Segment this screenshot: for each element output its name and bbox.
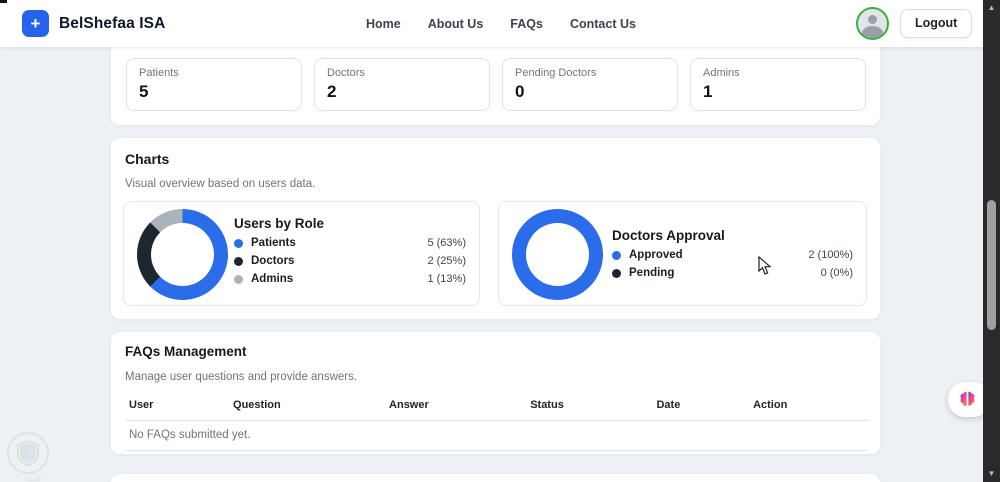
stat-value: 5 xyxy=(139,82,149,101)
users-by-role-donut-chart xyxy=(137,209,228,300)
scroll-up-icon[interactable]: ▲ xyxy=(987,3,996,12)
next-section-panel xyxy=(110,473,881,482)
browser-corner-artifact xyxy=(0,0,7,3)
legend-value: 5 (63%) xyxy=(427,237,466,249)
nav-link-faqs[interactable]: FAQs xyxy=(510,16,543,31)
stat-card-pending-doctors: Pending Doctors 0 xyxy=(502,58,678,111)
faqs-panel: FAQs Management Manage user questions an… xyxy=(110,331,881,455)
legend-row-admins: Admins 1 (13%) xyxy=(234,273,466,285)
shield-icon xyxy=(7,432,49,474)
legend-label: Admins xyxy=(251,273,294,285)
stats-panel: Patients 5 Doctors 2 Pending Doctors 0 A… xyxy=(110,38,881,126)
charts-subtitle: Visual overview based on users data. xyxy=(125,178,316,190)
stat-label: Patients xyxy=(139,67,179,79)
nav-links: Home About Us FAQs Contact Us xyxy=(366,0,636,47)
plus-logo-icon: + xyxy=(22,10,49,37)
stat-value: 0 xyxy=(515,82,525,101)
top-navbar: + BelShefaa ISA Home About Us FAQs Conta… xyxy=(0,0,983,47)
doctors-dot-icon xyxy=(234,256,243,266)
brand-title: BelShefaa ISA xyxy=(59,14,166,32)
user-avatar[interactable] xyxy=(856,7,889,40)
avatar-person-icon xyxy=(868,15,877,24)
avatar-person-icon-body xyxy=(862,26,883,38)
nav-link-home[interactable]: Home xyxy=(366,16,401,31)
nav-link-about[interactable]: About Us xyxy=(427,16,484,31)
stat-card-doctors: Doctors 2 xyxy=(314,58,490,111)
legend-label: Approved xyxy=(629,249,683,261)
plus-glyph: + xyxy=(30,14,41,33)
patients-dot-icon xyxy=(234,238,243,248)
stat-label: Pending Doctors xyxy=(515,67,597,79)
approved-dot-icon xyxy=(612,250,621,260)
brain-icon xyxy=(960,391,975,407)
nav-link-contact[interactable]: Contact Us xyxy=(569,16,636,31)
pending-dot-icon xyxy=(612,268,621,278)
stat-card-admins: Admins 1 xyxy=(690,58,866,111)
faqs-empty-message: No FAQs submitted yet. xyxy=(125,420,868,451)
column-header-date: Date xyxy=(652,394,750,421)
column-header-status: Status xyxy=(526,394,653,421)
mouse-cursor xyxy=(758,255,772,281)
stat-card-patients: Patients 5 xyxy=(126,58,302,111)
legend-value: 2 (100%) xyxy=(808,249,853,261)
scroll-down-icon[interactable]: ▼ xyxy=(987,469,996,478)
brand[interactable]: + BelShefaa ISA xyxy=(22,10,165,37)
faqs-table-header-row: User Question Answer Status Date Action xyxy=(125,394,868,421)
doctors-approval-chart-card: Doctors Approval Approved 2 (100%) Pendi… xyxy=(498,201,867,306)
column-header-answer: Answer xyxy=(385,394,527,421)
column-header-question: Question xyxy=(229,394,386,421)
legend-label: Pending xyxy=(629,267,675,279)
legend-row-approved: Approved 2 (100%) xyxy=(612,249,853,261)
charts-panel: Charts Visual overview based on users da… xyxy=(110,137,881,320)
doctors-approval-legend: Doctors Approval Approved 2 (100%) Pendi… xyxy=(612,228,853,279)
faqs-title: FAQs Management xyxy=(125,344,247,359)
stat-value: 1 xyxy=(703,82,713,101)
faqs-subtitle: Manage user questions and provide answer… xyxy=(125,371,358,383)
legend-value: 1 (13%) xyxy=(427,273,466,285)
watermark-text: الشفاء xyxy=(23,476,43,482)
doctors-approval-donut-chart xyxy=(512,209,603,300)
legend-row-pending: Pending 0 (0%) xyxy=(612,267,853,279)
faqs-table: User Question Answer Status Date Action … xyxy=(125,394,868,451)
stat-label: Admins xyxy=(703,67,740,79)
charts-title: Charts xyxy=(125,151,170,167)
stat-value: 2 xyxy=(327,82,337,101)
users-by-role-legend: Users by Role Patients 5 (63%) Doctors 2… xyxy=(234,216,466,285)
column-header-action: Action xyxy=(749,394,868,421)
admins-dot-icon xyxy=(234,274,243,284)
browser-scrollbar[interactable]: ▲ ▼ xyxy=(983,0,1000,482)
legend-value: 2 (25%) xyxy=(427,255,466,267)
chart-title: Doctors Approval xyxy=(612,228,725,243)
legend-row-patients: Patients 5 (63%) xyxy=(234,237,466,249)
stats-row: Patients 5 Doctors 2 Pending Doctors 0 A… xyxy=(126,58,866,111)
logout-button[interactable]: Logout xyxy=(900,9,973,38)
legend-value: 0 (0%) xyxy=(820,267,853,279)
stat-label: Doctors xyxy=(327,67,365,79)
column-header-user: User xyxy=(125,394,230,421)
legend-label: Doctors xyxy=(251,255,295,267)
users-by-role-chart-card: Users by Role Patients 5 (63%) Doctors 2… xyxy=(123,201,480,306)
belshefaa-watermark-logo: الشفاء xyxy=(7,432,59,482)
legend-label: Patients xyxy=(251,237,296,249)
scrollbar-thumb[interactable] xyxy=(987,200,996,330)
chart-title: Users by Role xyxy=(234,216,325,231)
legend-row-doctors: Doctors 2 (25%) xyxy=(234,255,466,267)
faqs-empty-row: No FAQs submitted yet. xyxy=(125,420,868,451)
